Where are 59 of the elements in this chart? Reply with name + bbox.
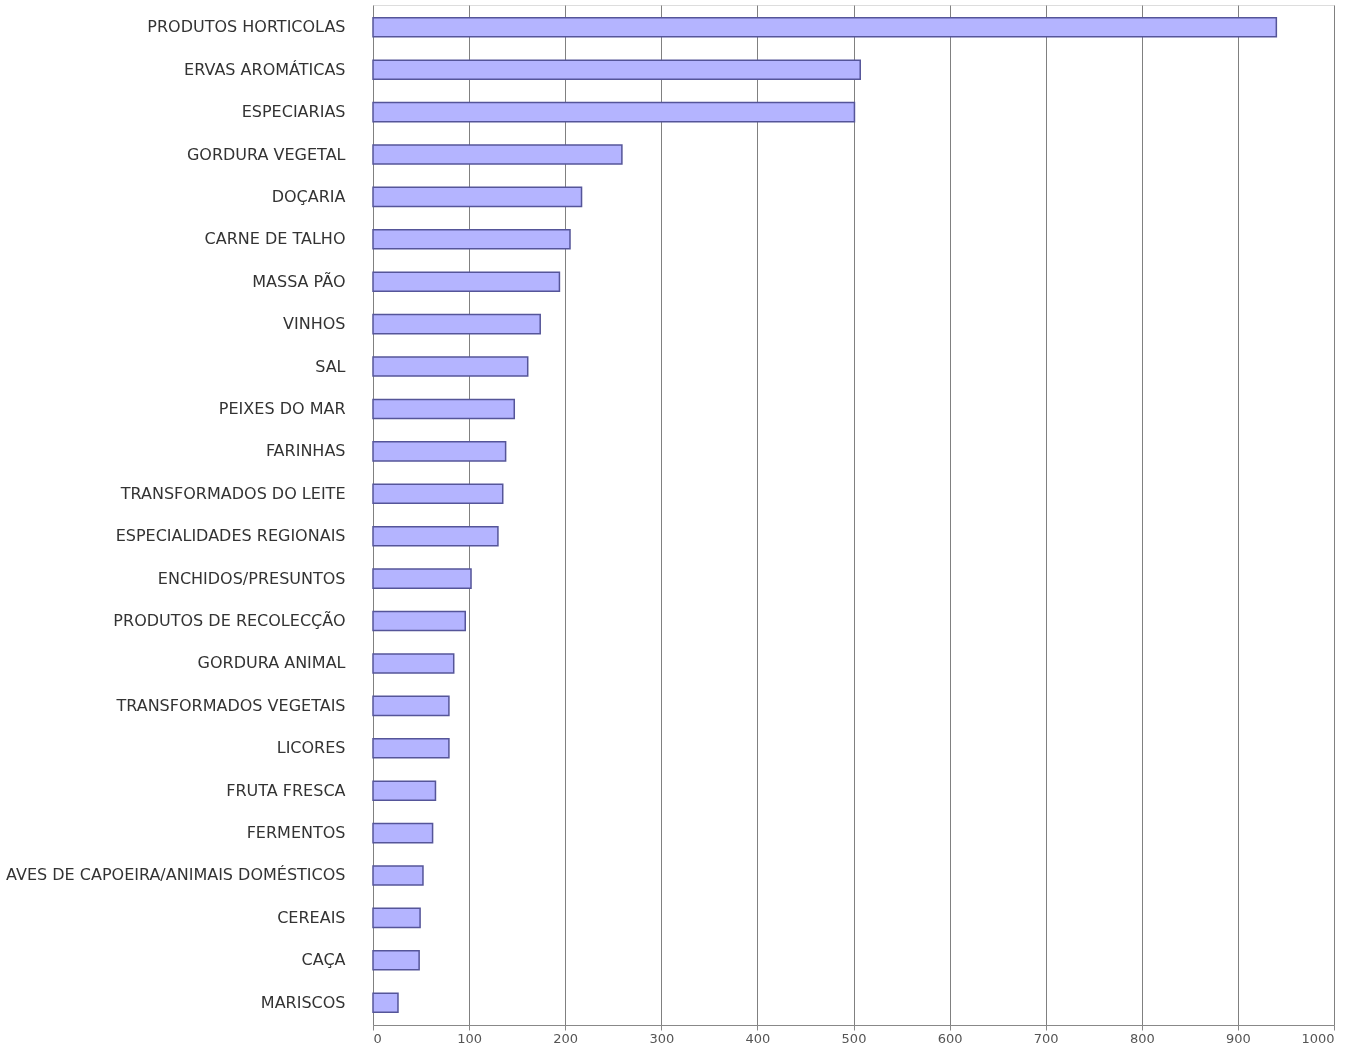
bar bbox=[372, 822, 434, 844]
x-tick-label: 0 bbox=[373, 1030, 382, 1046]
bar bbox=[372, 313, 541, 335]
x-tick-label: 900 bbox=[1225, 1030, 1251, 1046]
bar bbox=[372, 441, 507, 462]
x-tick-label: 500 bbox=[841, 1030, 867, 1046]
bar bbox=[372, 950, 420, 971]
y-tick-label: SAL bbox=[315, 356, 346, 376]
x-tick-label: 200 bbox=[553, 1030, 579, 1046]
x-tick-label: 400 bbox=[745, 1030, 771, 1046]
bar bbox=[372, 483, 504, 505]
y-tick-label: ESPECIARIAS bbox=[241, 102, 346, 122]
y-tick-label: CAÇA bbox=[301, 950, 346, 970]
y-tick-label: MARISCOS bbox=[260, 992, 346, 1012]
y-tick-label: DOÇARIA bbox=[271, 186, 346, 206]
bar bbox=[372, 568, 472, 589]
y-tick-label: CEREAIS bbox=[277, 907, 346, 927]
y-tick-label: PRODUTOS HORTICOLAS bbox=[147, 17, 346, 37]
bar bbox=[372, 865, 424, 886]
bar bbox=[372, 144, 623, 165]
bar bbox=[372, 101, 856, 123]
y-tick-label: MASSA PÃO bbox=[252, 271, 346, 291]
bar bbox=[372, 780, 437, 801]
y-tick-label: VINHOS bbox=[283, 314, 346, 334]
y-tick-label: ENCHIDOS/PRESUNTOS bbox=[157, 568, 346, 588]
x-tick-label: 800 bbox=[1129, 1030, 1155, 1046]
y-tick-label: FRUTA FRESCA bbox=[226, 780, 346, 800]
y-tick-label: CARNE DE TALHO bbox=[204, 229, 346, 249]
bar bbox=[372, 907, 421, 929]
bar bbox=[372, 186, 583, 208]
x-tick-label: 300 bbox=[649, 1030, 675, 1046]
x-tick-label: 600 bbox=[937, 1030, 963, 1046]
y-tick-label: TRANSFORMADOS DO LEITE bbox=[119, 483, 346, 503]
bar bbox=[372, 271, 561, 293]
bar bbox=[372, 525, 499, 547]
bar bbox=[372, 398, 516, 420]
y-tick-label: GORDURA VEGETAL bbox=[186, 144, 346, 164]
bar bbox=[372, 356, 529, 377]
bar bbox=[372, 16, 1278, 38]
y-tick-label: PRODUTOS DE RECOLECÇÃO bbox=[113, 611, 346, 631]
y-tick-label: FERMENTOS bbox=[246, 823, 346, 843]
y-tick-label: AVES DE CAPOEIRA/ANIMAIS DOMÉSTICOS bbox=[6, 865, 346, 885]
x-tick-label: 700 bbox=[1033, 1030, 1059, 1046]
bar bbox=[372, 610, 467, 632]
bar bbox=[372, 653, 455, 674]
y-tick-label: ERVAS AROMÁTICAS bbox=[184, 59, 346, 79]
y-tick-label: PEIXES DO MAR bbox=[218, 398, 346, 418]
bar bbox=[372, 695, 450, 717]
y-tick-label: TRANSFORMADOS VEGETAIS bbox=[115, 695, 346, 715]
y-tick-label: LICORES bbox=[276, 738, 346, 758]
bar bbox=[372, 229, 571, 250]
x-tick-label: 1000 bbox=[1301, 1030, 1335, 1046]
y-tick-label: GORDURA ANIMAL bbox=[197, 653, 346, 673]
bar bbox=[372, 992, 399, 1014]
bar bbox=[372, 737, 450, 759]
x-tick-label: 100 bbox=[457, 1030, 483, 1046]
y-tick-label: ESPECIALIDADES REGIONAIS bbox=[115, 526, 346, 546]
bar bbox=[372, 59, 861, 80]
y-tick-label: FARINHAS bbox=[265, 441, 346, 461]
